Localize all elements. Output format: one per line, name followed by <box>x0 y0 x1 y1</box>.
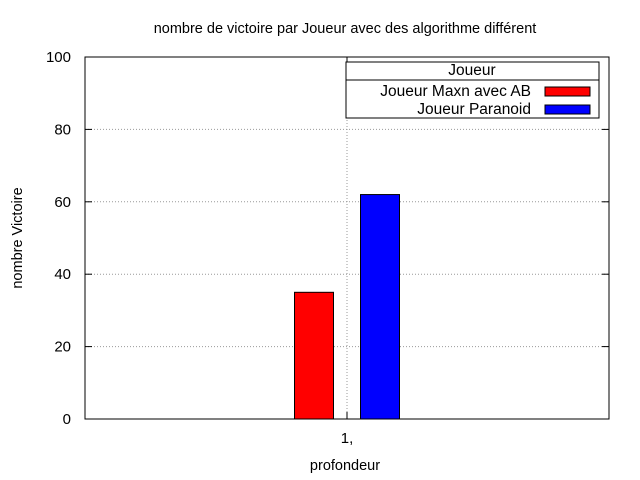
y-tick-label: 20 <box>54 339 71 356</box>
y-tick-label: 0 <box>63 411 71 428</box>
y-tick-label: 40 <box>54 266 71 283</box>
plot-frame <box>84 56 610 420</box>
legend-swatch <box>544 86 591 97</box>
legend-label: Joueur Maxn avec AB <box>380 83 531 100</box>
gridlines <box>85 57 609 419</box>
legend-title: Joueur <box>448 62 495 79</box>
y-tick-label: 100 <box>46 49 71 66</box>
bars <box>294 194 400 420</box>
chart-title: nombre de victoire par Joueur avec des a… <box>154 21 537 37</box>
x-tick-label: 1, <box>341 430 354 447</box>
legend-label: Joueur Paranoid <box>417 101 531 118</box>
x-axis-label: profondeur <box>310 458 380 474</box>
bar-joueur-paranoid <box>360 194 400 420</box>
y-axis-label: nombre Victoire <box>10 187 26 288</box>
y-tick-label: 80 <box>54 121 71 138</box>
y-axis-ticks: 0 20 40 60 80 100 <box>46 49 609 428</box>
bar-joueur-maxn-avec-ab <box>294 291 334 420</box>
y-tick-label: 60 <box>54 194 71 211</box>
x-axis-ticks: 1, <box>341 57 354 447</box>
legend-swatch <box>544 104 591 115</box>
